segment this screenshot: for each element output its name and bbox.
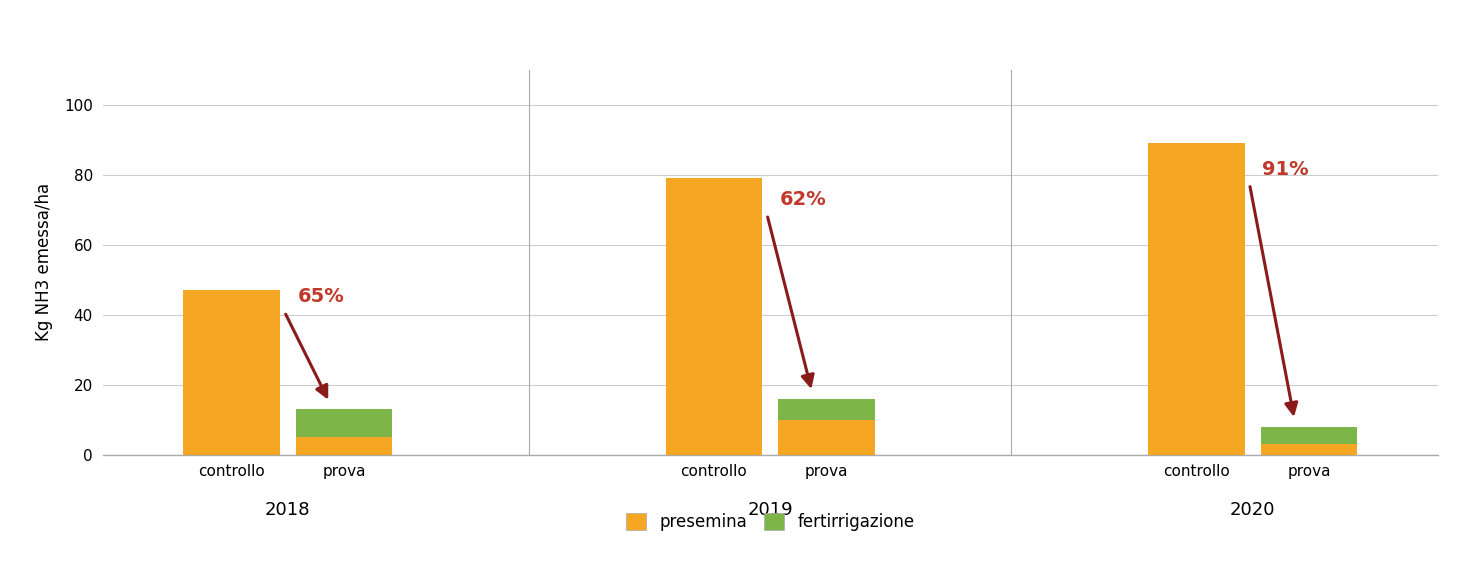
- Bar: [296, 437, 392, 455]
- Legend: presemina, fertirrigazione: presemina, fertirrigazione: [626, 513, 914, 531]
- Bar: [666, 178, 763, 455]
- Text: 62%: 62%: [780, 190, 826, 209]
- Bar: [183, 290, 280, 455]
- Bar: [778, 399, 874, 420]
- Text: 91%: 91%: [1262, 160, 1309, 178]
- Bar: [1260, 427, 1357, 444]
- Bar: [296, 409, 392, 437]
- Text: 2018: 2018: [266, 501, 311, 519]
- Y-axis label: Kg NH3 emessa/ha: Kg NH3 emessa/ha: [35, 183, 53, 342]
- Bar: [778, 420, 874, 455]
- Text: 2020: 2020: [1229, 501, 1275, 519]
- Bar: [1149, 143, 1244, 455]
- Text: 65%: 65%: [298, 287, 345, 307]
- Bar: [1260, 444, 1357, 455]
- Text: 2019: 2019: [747, 501, 794, 519]
